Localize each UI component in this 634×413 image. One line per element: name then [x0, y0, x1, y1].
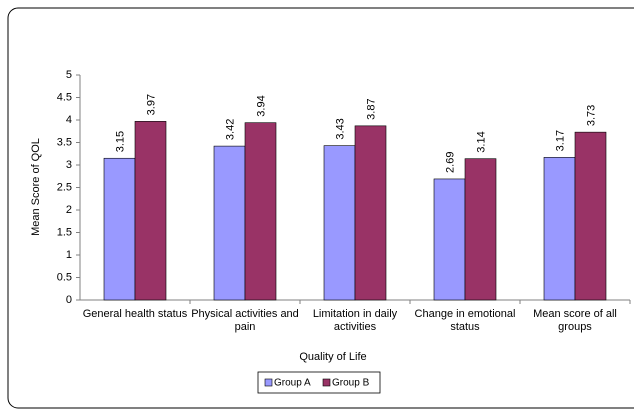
y-tick-label: 1.5	[57, 226, 72, 238]
bar	[464, 158, 497, 301]
y-tick-label: 1	[66, 249, 72, 261]
data-label: 3.42	[225, 119, 237, 140]
bar	[213, 145, 246, 301]
y-tick-label: 2	[66, 204, 72, 216]
bar	[323, 145, 356, 301]
y-tick-label: 4.5	[57, 91, 72, 103]
legend-swatch	[322, 378, 331, 387]
bar	[103, 157, 136, 301]
data-label: 3.97	[146, 94, 158, 115]
legend-swatch	[264, 378, 273, 387]
y-tick-label: 4	[66, 114, 72, 126]
x-tick-label: General health status	[82, 308, 188, 320]
y-axis-title: Mean Score of QOL	[30, 138, 42, 236]
legend-label: Group A	[274, 378, 311, 389]
y-tick-label: 0	[66, 294, 72, 306]
y-tick-label: 0.5	[57, 271, 72, 283]
x-tick-label: Change in emotional status	[414, 308, 516, 333]
x-tick-label: Mean score of all groups	[533, 308, 617, 333]
data-label: 3.94	[256, 95, 268, 116]
bar	[543, 157, 576, 301]
data-label: 3.43	[335, 118, 347, 139]
data-label: 3.87	[366, 98, 378, 119]
legend-label: Group B	[332, 378, 370, 389]
bar	[134, 121, 167, 301]
bar	[354, 125, 387, 301]
data-label: 3.73	[586, 105, 598, 126]
bar	[574, 131, 607, 301]
legend-box	[257, 371, 381, 394]
x-axis-title: Quality of Life	[299, 351, 366, 363]
y-tick-label: 3	[66, 159, 72, 171]
data-label: 3.17	[555, 130, 567, 151]
y-tick-label: 3.5	[57, 136, 72, 148]
chart-frame	[7, 7, 634, 409]
bar	[244, 122, 277, 301]
x-tick-label: Physical activities and pain	[191, 308, 299, 333]
bar	[433, 178, 466, 301]
y-tick-label: 5	[66, 69, 72, 81]
y-tick-label: 2.5	[57, 181, 72, 193]
data-label: 3.15	[115, 131, 127, 152]
data-label: 2.69	[445, 152, 457, 173]
data-label: 3.14	[476, 131, 488, 152]
x-tick-label: Limitation in daily activities	[312, 308, 398, 333]
